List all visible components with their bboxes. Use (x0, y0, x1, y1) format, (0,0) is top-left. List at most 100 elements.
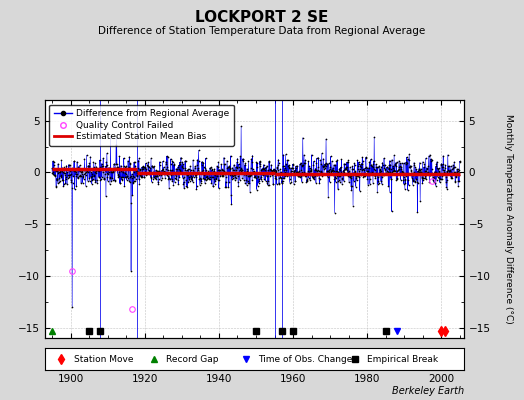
Point (167, 156, 175, 162)
Point (335, 166, 343, 172)
Point (234, 161, 243, 167)
Point (319, 164, 327, 170)
Point (356, 188, 364, 194)
Point (308, 171, 316, 178)
Point (450, 164, 458, 170)
Point (83, 169, 92, 176)
Point (284, 162, 292, 169)
Point (149, 164, 157, 170)
Point (133, 172, 141, 178)
Point (118, 174, 127, 180)
Point (49, 169, 57, 176)
Point (147, 174, 155, 181)
Point (425, 171, 434, 178)
Point (261, 171, 269, 177)
Point (102, 170, 111, 176)
Point (78, 167, 86, 174)
Point (177, 154, 185, 161)
Point (60, 164, 69, 170)
Point (303, 178, 311, 184)
Point (358, 154, 366, 161)
Point (280, 165, 289, 172)
Point (300, 160, 308, 166)
Point (308, 173, 316, 180)
Point (86, 166, 94, 173)
Point (66, 172, 74, 178)
Point (332, 167, 341, 174)
Point (312, 155, 321, 162)
Point (417, 165, 425, 172)
Point (160, 168, 169, 175)
Point (376, 169, 384, 176)
Point (242, 177, 250, 183)
Point (102, 159, 111, 165)
Point (82, 169, 91, 176)
Point (48, 165, 57, 171)
Point (53, 168, 61, 175)
Point (353, 157, 362, 164)
Point (123, 173, 132, 179)
Point (434, 166, 442, 172)
Point (125, 164, 133, 170)
Point (145, 167, 154, 174)
Point (138, 174, 147, 180)
Point (356, 164, 365, 170)
Point (143, 170, 151, 176)
Point (191, 172, 200, 178)
Point (380, 155, 388, 162)
Point (373, 164, 381, 170)
Point (163, 154, 172, 160)
Point (260, 166, 269, 172)
Point (423, 170, 432, 177)
Point (189, 167, 198, 174)
Point (334, 186, 342, 192)
Point (421, 168, 429, 174)
Point (268, 172, 276, 178)
Text: Record Gap: Record Gap (166, 354, 219, 364)
Point (375, 172, 384, 178)
Point (148, 164, 157, 170)
Point (260, 176, 268, 182)
Point (54, 169, 63, 175)
Point (209, 183, 217, 189)
Point (192, 174, 200, 180)
Point (92, 170, 100, 176)
Point (273, 164, 281, 170)
Point (158, 158, 167, 164)
Point (355, 161, 363, 168)
Point (90, 172, 98, 178)
Point (197, 178, 205, 184)
Point (311, 167, 320, 174)
Point (311, 167, 319, 173)
Point (288, 165, 296, 171)
Point (307, 168, 315, 174)
Point (325, 166, 333, 173)
Point (206, 176, 215, 182)
Point (71, 168, 80, 174)
Point (290, 181, 298, 187)
Point (166, 169, 174, 176)
Point (84, 162, 92, 169)
Point (201, 176, 209, 182)
Point (348, 163, 357, 170)
Point (301, 160, 309, 166)
Point (130, 169, 139, 175)
Point (223, 158, 231, 164)
Point (251, 173, 259, 180)
Point (409, 176, 417, 183)
Point (386, 158, 394, 164)
Point (226, 166, 234, 172)
Point (165, 185, 173, 191)
Point (127, 268, 135, 274)
Point (198, 168, 206, 174)
Point (209, 183, 217, 189)
Point (59, 183, 68, 189)
Point (370, 172, 378, 178)
Point (442, 168, 451, 174)
Point (379, 170, 387, 177)
Point (312, 180, 320, 186)
Point (85, 178, 94, 184)
Point (203, 176, 212, 182)
Point (374, 174, 383, 180)
Point (238, 167, 247, 173)
